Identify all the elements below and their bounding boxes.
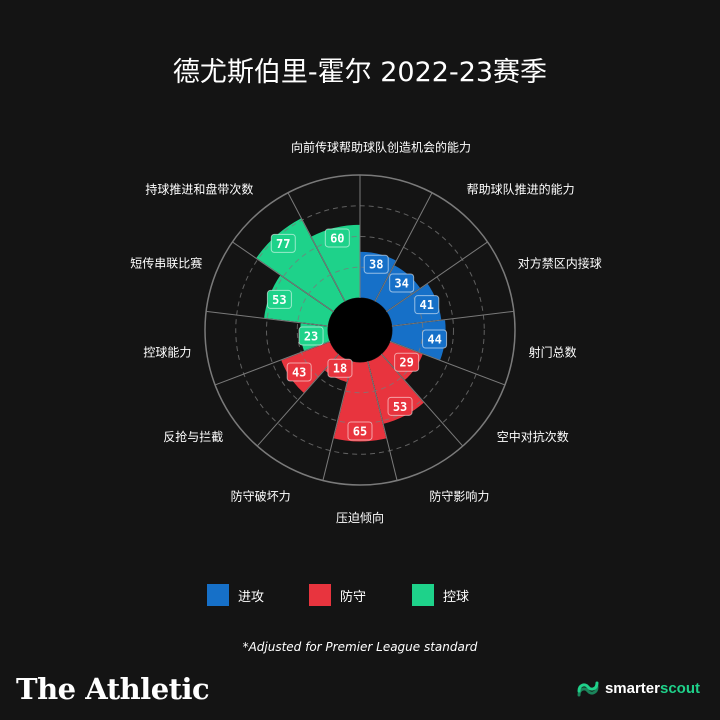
smarterscout-prefix: smarter (604, 679, 660, 697)
value-label-10: 53 (272, 293, 286, 307)
category-label-9: 控球能力 (143, 346, 191, 360)
legend-swatch-attack (207, 584, 229, 606)
legend-item-possession: 控球 (412, 584, 469, 606)
legend-item-defense: 防守 (309, 584, 366, 606)
grid-spoke-1 (374, 192, 433, 302)
the-athletic-logo: The Athletic (16, 672, 210, 706)
grid-spoke-12 (287, 192, 346, 302)
value-label-12: 60 (330, 231, 344, 245)
legend-item-attack: 进攻 (207, 584, 264, 606)
value-label-11: 77 (276, 237, 290, 251)
legend-label-possession: 控球 (443, 589, 470, 605)
grid-spoke-3 (391, 310, 514, 327)
grid-spoke-6 (367, 360, 398, 481)
chart-category-labels: 帮助球队创造机会的能力帮助球队推进的能力对方禁区内接球射门总数空中对抗次数防守影… (130, 139, 602, 525)
chart-title: 德尤斯伯里-霍尔 2022-23赛季 (172, 57, 548, 88)
legend-swatch-possession (412, 584, 434, 606)
category-label-4: 空中对抗次数 (497, 429, 569, 444)
value-label-6: 65 (353, 424, 367, 438)
value-label-3: 44 (427, 333, 441, 347)
value-label-2: 41 (420, 298, 434, 312)
grid-spoke-10 (206, 310, 329, 327)
value-label-box-8 (286, 362, 312, 382)
value-label-box-2 (414, 295, 440, 315)
value-label-box-6 (347, 421, 373, 441)
value-label-0: 38 (369, 258, 383, 272)
value-label-5: 53 (393, 400, 407, 414)
value-label-9: 23 (304, 329, 318, 343)
footnote: *Adjusted for Premier League standard (242, 640, 478, 654)
grid-spoke-7 (322, 360, 353, 481)
chart-value-labels: 38 34 41 44 29 53 65 18 43 23 53 77 60 (266, 228, 448, 441)
value-label-4: 29 (399, 356, 413, 370)
value-label-box-11 (270, 233, 296, 253)
smarterscout-logo-icon (577, 681, 599, 697)
legend-label-attack: 进攻 (238, 589, 265, 605)
value-label-box-3 (422, 329, 448, 349)
value-label-box-7 (327, 358, 353, 378)
value-label-box-5 (387, 396, 413, 416)
category-label-10: 短传串联比赛 (130, 255, 202, 270)
category-label-1: 帮助球队推进的能力 (467, 181, 575, 196)
grid-spoke-11 (232, 241, 334, 313)
value-label-7: 18 (333, 362, 347, 376)
grid-spoke-4 (389, 340, 506, 386)
category-label-3: 射门总数 (529, 345, 577, 360)
chart-legend: 进攻 防守 控球 (0, 584, 720, 606)
value-label-box-0 (363, 254, 389, 274)
grid-spoke-8 (256, 353, 340, 447)
legend-swatch-defense (309, 584, 331, 606)
value-label-box-9 (298, 326, 324, 346)
grid-spoke-2 (386, 241, 488, 313)
category-label-0: 帮助球队创造机会的能力 (339, 139, 471, 154)
category-label-2: 对方禁区内接球 (518, 255, 602, 270)
smarterscout-logo: smarterscout (575, 677, 700, 699)
value-label-box-10 (266, 289, 292, 309)
category-label-11: 持球推进和盘带次数 (145, 181, 253, 196)
value-label-box-1 (389, 273, 415, 293)
value-label-1: 34 (394, 276, 408, 290)
value-label-box-12 (324, 228, 350, 248)
chart-center-hole (328, 298, 392, 362)
value-label-8: 43 (292, 365, 306, 379)
grid-spoke-9 (214, 340, 331, 386)
category-label-7: 防守破坏力 (231, 488, 291, 503)
legend-label-defense: 防守 (340, 589, 367, 605)
smarterscout-suffix: scout (659, 679, 700, 697)
grid-ring-0 (296, 266, 424, 394)
category-label-8: 反抢与拦截 (163, 429, 223, 444)
category-label-12: 向前传球 (291, 139, 339, 154)
category-label-5: 防守影响力 (429, 488, 489, 503)
category-label-6: 压迫倾向 (336, 510, 384, 525)
value-label-box-4 (394, 352, 420, 372)
